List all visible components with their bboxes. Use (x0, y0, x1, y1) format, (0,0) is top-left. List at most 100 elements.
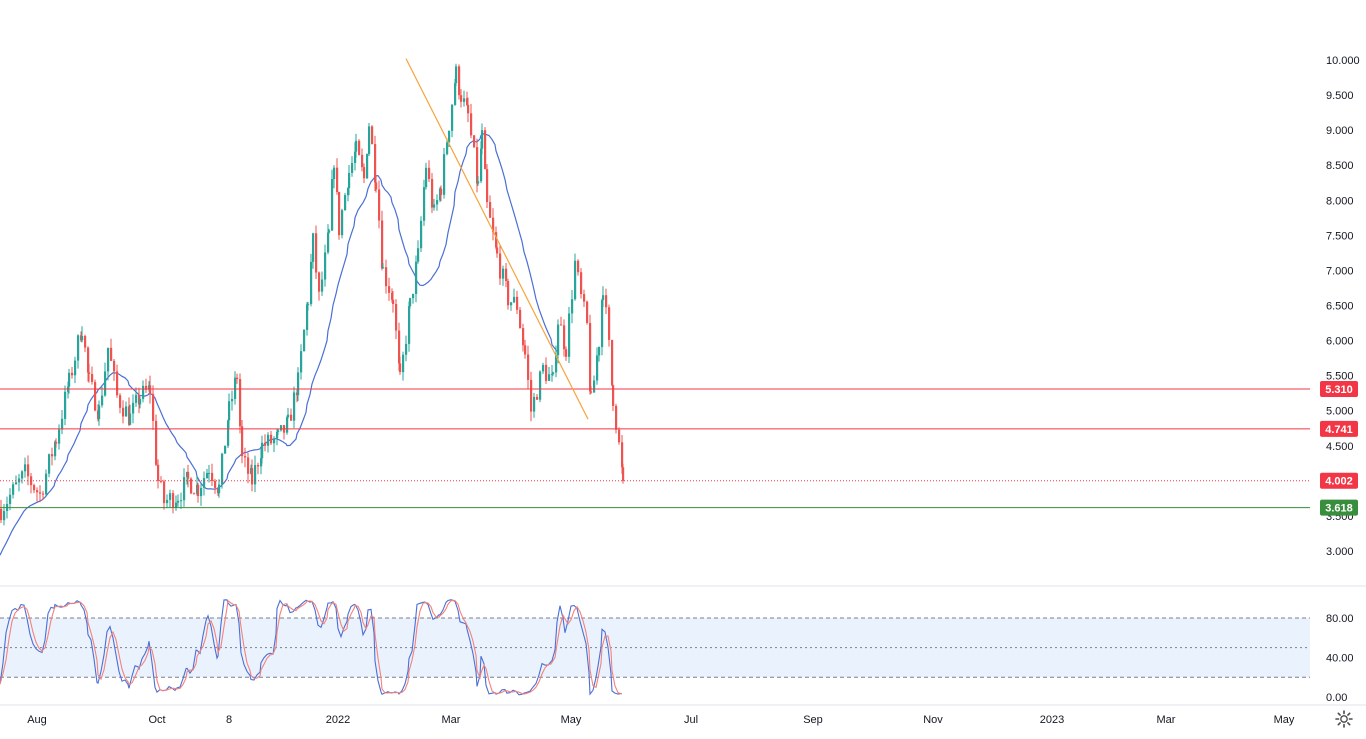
candle[interactable] (135, 387, 138, 407)
candle[interactable] (310, 253, 313, 307)
candle[interactable] (355, 133, 358, 158)
candle[interactable] (601, 298, 604, 356)
candle[interactable] (42, 490, 45, 500)
candle[interactable] (328, 228, 331, 234)
candle[interactable] (211, 463, 214, 486)
candle[interactable] (0, 499, 3, 523)
candle[interactable] (522, 323, 525, 352)
candle[interactable] (425, 162, 428, 190)
trendline[interactable] (405, 58, 589, 420)
candle[interactable] (423, 179, 426, 226)
candle[interactable] (467, 97, 470, 123)
candle[interactable] (74, 356, 77, 384)
candle[interactable] (200, 483, 203, 506)
candle[interactable] (88, 363, 91, 383)
candle[interactable] (203, 471, 206, 496)
candle[interactable] (101, 386, 104, 408)
candle[interactable] (344, 192, 347, 211)
candle[interactable] (39, 485, 42, 503)
candle[interactable] (466, 91, 469, 107)
candle[interactable] (206, 468, 209, 479)
candle[interactable] (149, 375, 152, 404)
candle[interactable] (590, 386, 593, 394)
candle[interactable] (303, 328, 306, 352)
candle[interactable] (327, 224, 330, 255)
candle[interactable] (321, 271, 324, 296)
candle[interactable] (122, 400, 125, 424)
candle[interactable] (280, 425, 283, 432)
candle[interactable] (381, 210, 384, 271)
candle[interactable] (408, 301, 411, 352)
candle[interactable] (536, 394, 539, 400)
candle[interactable] (446, 138, 449, 156)
candle[interactable] (61, 409, 64, 435)
candle[interactable] (145, 378, 148, 394)
candle[interactable] (496, 241, 499, 258)
candle[interactable] (244, 447, 247, 468)
candle[interactable] (347, 187, 350, 202)
candle[interactable] (622, 463, 625, 484)
candle[interactable] (51, 447, 54, 466)
candle[interactable] (12, 481, 15, 499)
candle[interactable] (375, 174, 378, 193)
candle[interactable] (142, 380, 145, 403)
candle[interactable] (30, 473, 33, 494)
candle[interactable] (33, 483, 36, 494)
candle[interactable] (166, 494, 169, 509)
candle[interactable] (374, 135, 377, 191)
candle[interactable] (527, 345, 530, 390)
stochastic-pane[interactable]: 80.00 40.00 0.00 (0, 599, 1354, 704)
candle[interactable] (440, 185, 443, 202)
candle[interactable] (460, 89, 463, 108)
candle[interactable] (221, 452, 224, 489)
candle[interactable] (368, 123, 371, 157)
candle[interactable] (361, 148, 364, 172)
candle[interactable] (618, 427, 621, 445)
candle[interactable] (481, 123, 484, 155)
candle[interactable] (180, 492, 183, 509)
candle[interactable] (110, 338, 113, 362)
candle[interactable] (55, 438, 58, 448)
candle[interactable] (267, 432, 270, 453)
candle[interactable] (87, 346, 90, 382)
candle[interactable] (611, 339, 614, 387)
candle[interactable] (402, 351, 405, 381)
candle[interactable] (306, 302, 309, 336)
candle[interactable] (530, 371, 533, 422)
candle[interactable] (513, 288, 516, 304)
candle[interactable] (155, 414, 158, 467)
candle[interactable] (596, 347, 599, 385)
candle[interactable] (486, 164, 489, 209)
candle[interactable] (542, 362, 545, 375)
candle[interactable] (563, 319, 566, 357)
candle[interactable] (555, 345, 558, 378)
candle[interactable] (510, 301, 513, 311)
candle[interactable] (152, 385, 155, 430)
candle[interactable] (593, 375, 596, 393)
candle[interactable] (247, 452, 250, 484)
candle[interactable] (477, 175, 480, 186)
candle[interactable] (157, 459, 160, 489)
price-level-lines[interactable] (0, 388, 1310, 509)
candle[interactable] (129, 404, 132, 426)
candle[interactable] (107, 347, 110, 381)
candle[interactable] (169, 489, 172, 508)
candle[interactable] (163, 479, 166, 510)
candle[interactable] (113, 359, 116, 381)
candle[interactable] (132, 394, 135, 424)
candle[interactable] (21, 470, 24, 484)
candle[interactable] (36, 487, 39, 502)
candle[interactable] (228, 393, 231, 428)
candle[interactable] (231, 390, 234, 411)
candle[interactable] (341, 208, 344, 239)
candle[interactable] (84, 334, 87, 353)
candle[interactable] (395, 299, 398, 340)
candle[interactable] (64, 385, 67, 426)
candle[interactable] (378, 180, 381, 229)
candle[interactable] (363, 163, 366, 184)
candle[interactable] (436, 194, 439, 211)
candle[interactable] (545, 357, 548, 384)
candle[interactable] (81, 326, 84, 343)
candle[interactable] (608, 304, 611, 347)
candle[interactable] (277, 429, 280, 436)
